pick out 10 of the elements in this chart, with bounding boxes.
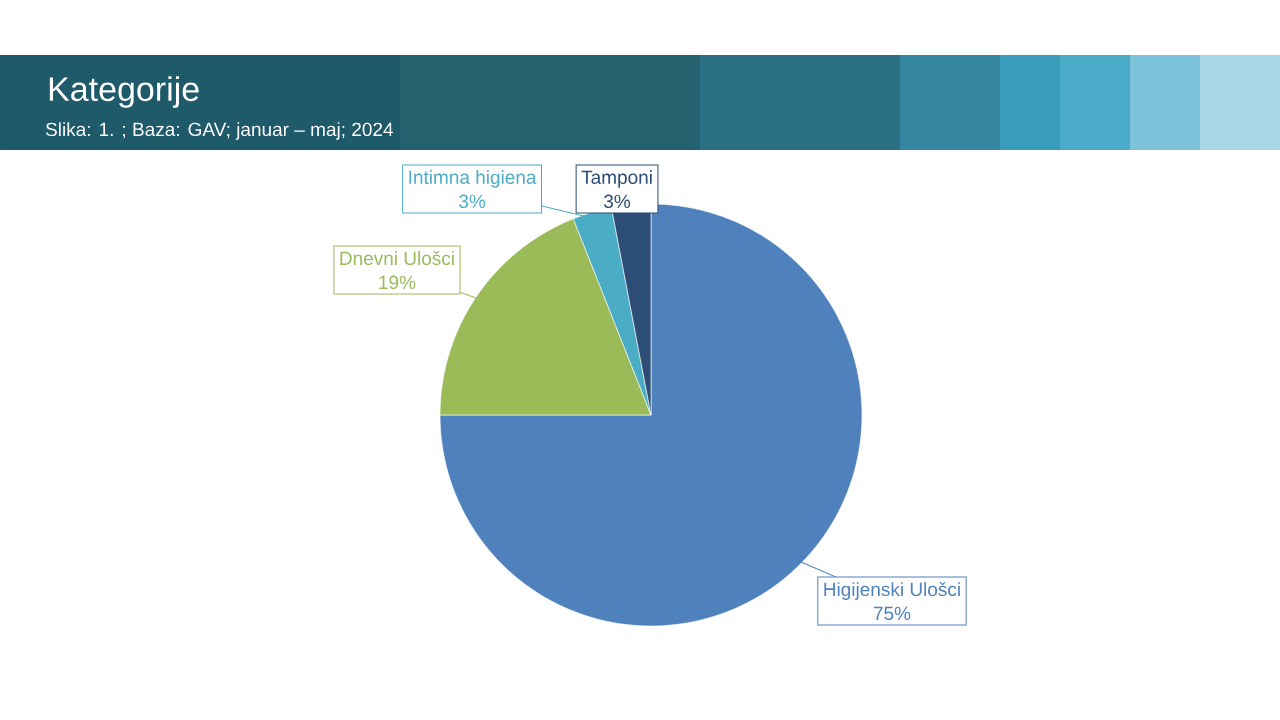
slice-label: Intimna higiena <box>409 170 537 188</box>
slice-label: Tamponi <box>581 170 652 188</box>
slice-label: Dnevni Ulošci <box>340 251 454 266</box>
chart-title: Kategorije <box>49 76 199 108</box>
data-label: 3% <box>459 194 486 209</box>
data-label: 3% <box>604 194 631 209</box>
data-label: 19% <box>379 275 416 290</box>
slice-label: Higijenski Ulošci <box>824 582 960 600</box>
data-label: 75% <box>873 606 911 621</box>
chart-subtitle: Slika: 1. ; Baza: GAV; januar – maj; 2024 <box>45 122 393 140</box>
